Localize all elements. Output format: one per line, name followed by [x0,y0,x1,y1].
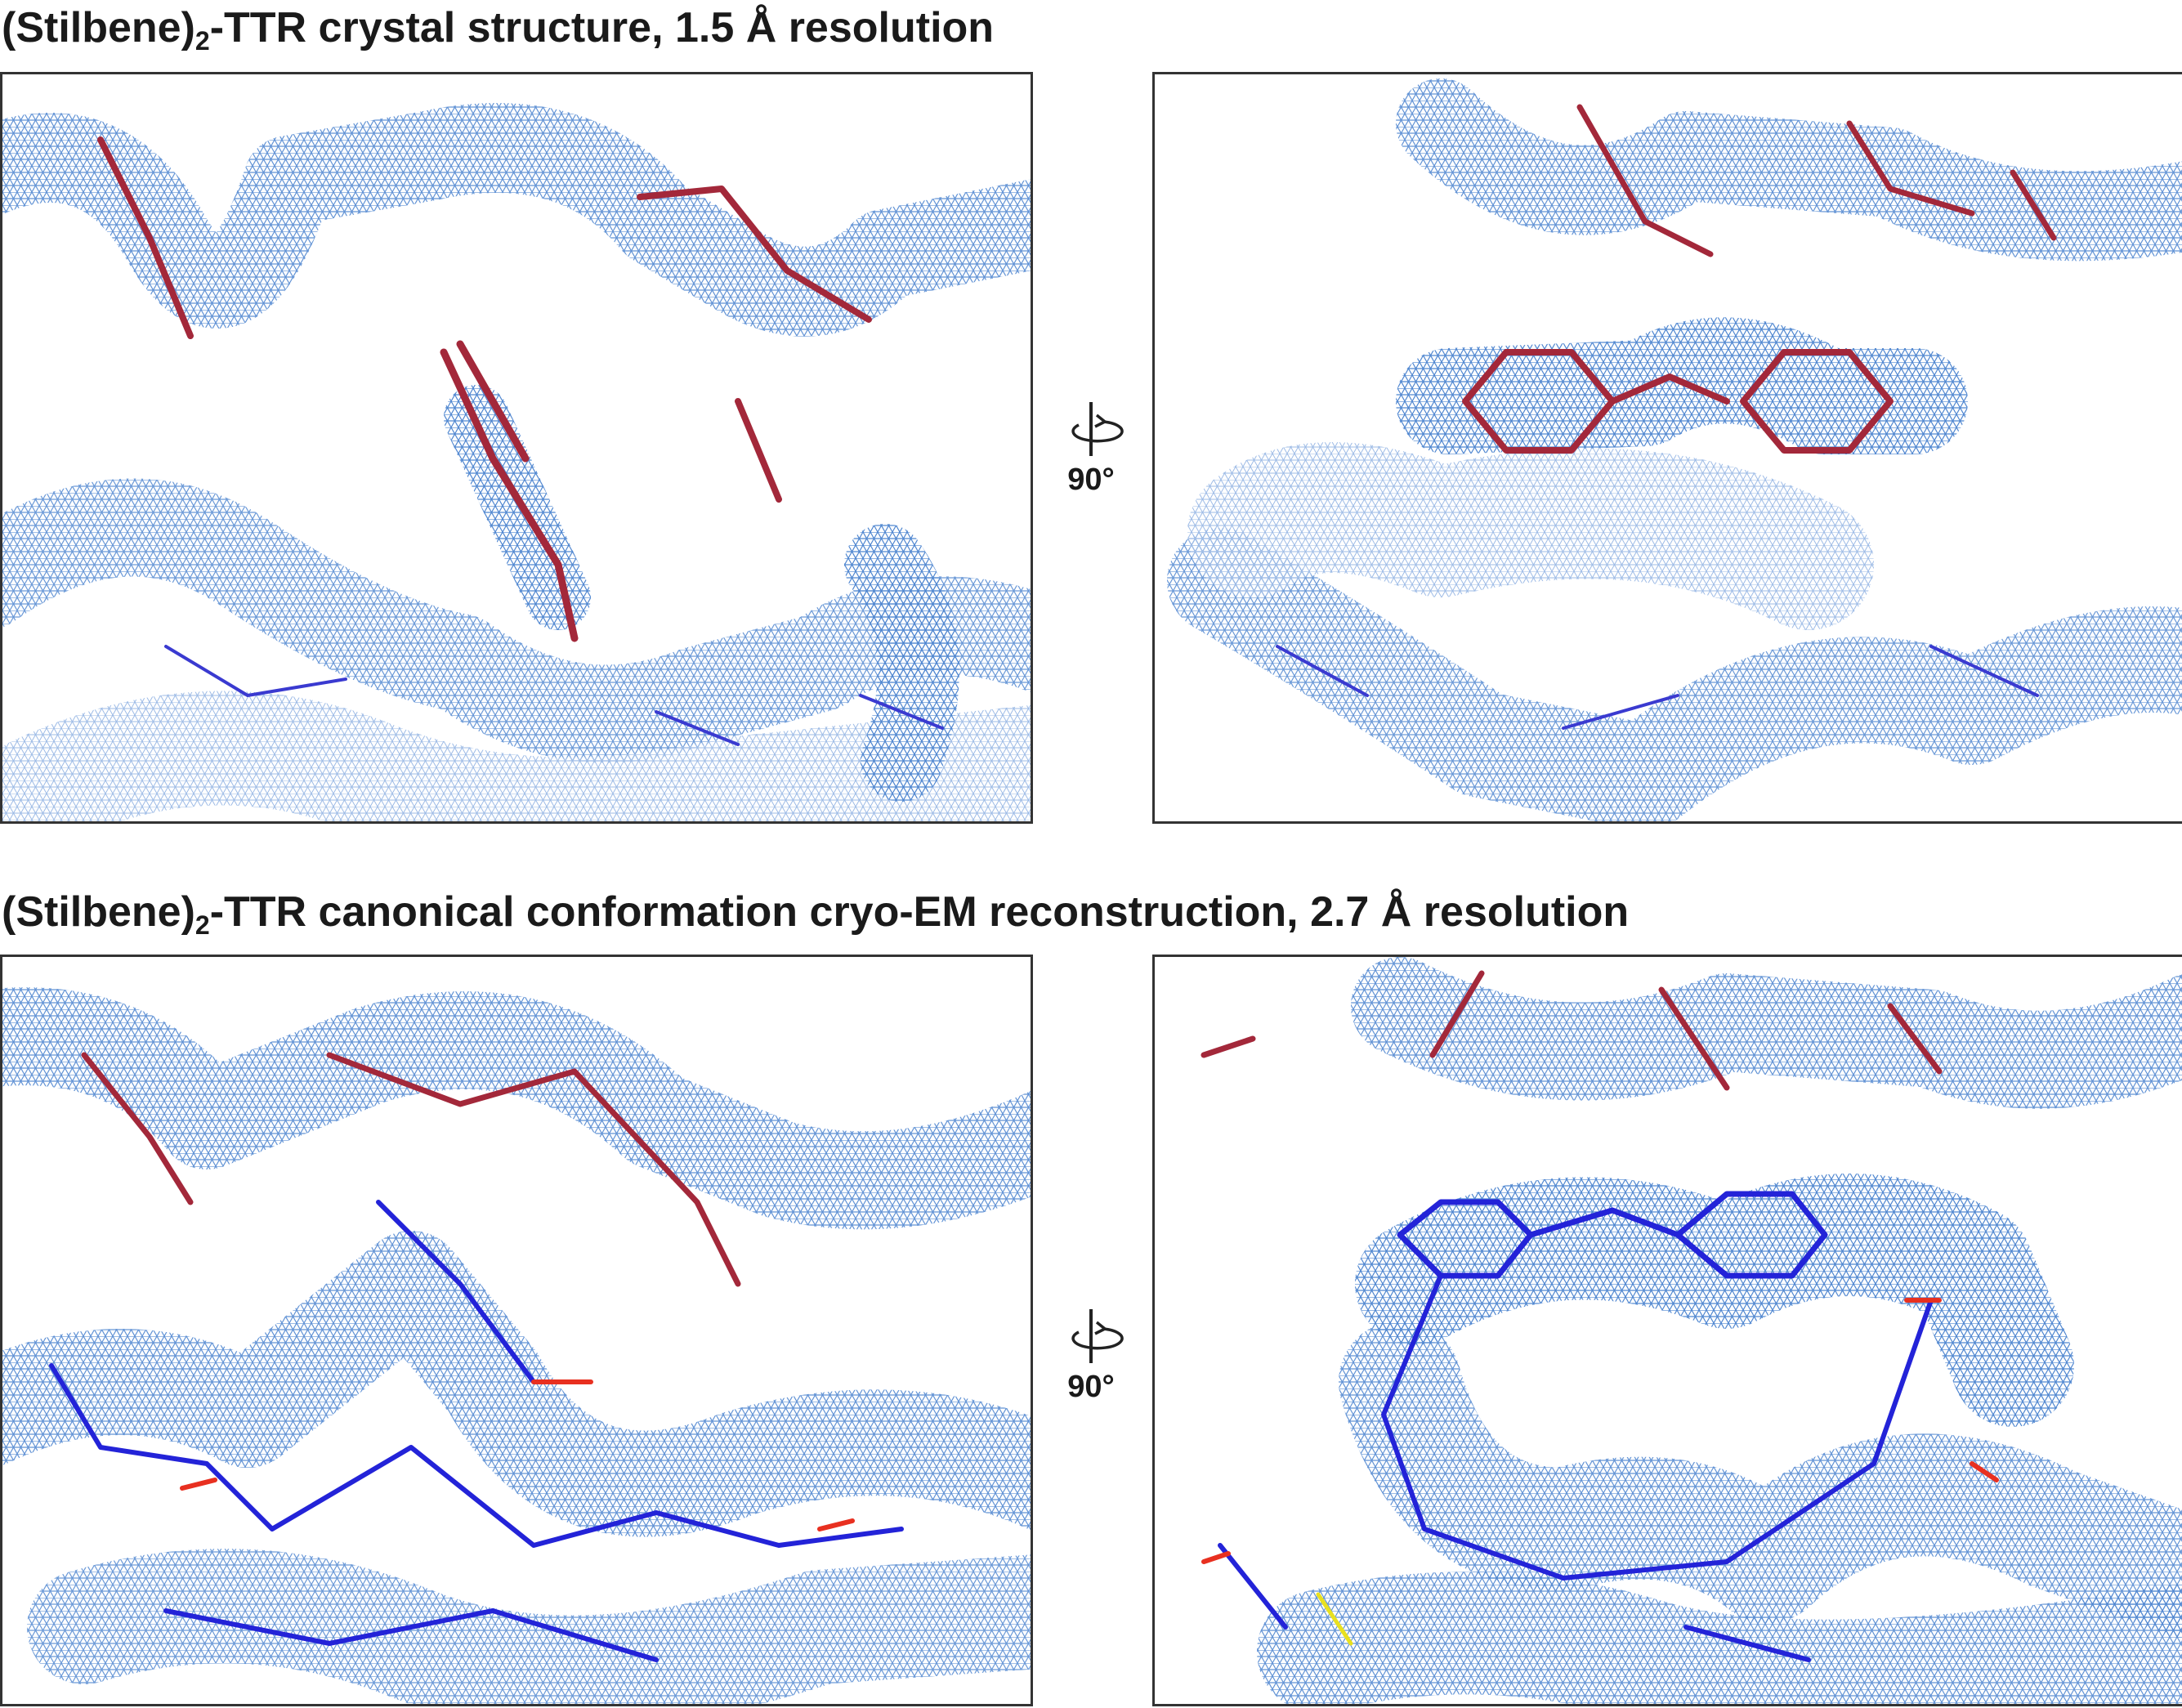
density-panel [0,955,1033,1706]
density-panel [0,72,1033,824]
density-map [1167,78,2182,821]
rotation-icon [1071,1309,1124,1363]
title-text: (Stilbene) [2,4,195,51]
title-subscript: 2 [195,26,210,56]
rotation-indicator: 90° [1046,400,1136,498]
title-rest: -TTR canonical conformation cryo-EM reco… [209,888,1630,936]
rotation-indicator: 90° [1046,1308,1136,1405]
rotation-label: 90° [1067,1370,1115,1404]
density-panel [1152,72,2182,824]
rotation-icon [1071,402,1124,456]
panel-title: (Stilbene)2-TTR canonical conformation c… [2,888,1630,940]
title-text: (Stilbene) [2,888,195,936]
rotation-label: 90° [1067,463,1115,497]
title-subscript: 2 [195,910,210,940]
density-map [2,987,1031,1704]
density-map [1201,957,2182,1704]
panel-title: (Stilbene)2-TTR crystal structure, 1.5 Å… [2,3,995,54]
title-rest: -TTR crystal structure, 1.5 Å resolution [209,4,995,51]
density-panel [1152,955,2182,1706]
density-map [2,103,1031,821]
